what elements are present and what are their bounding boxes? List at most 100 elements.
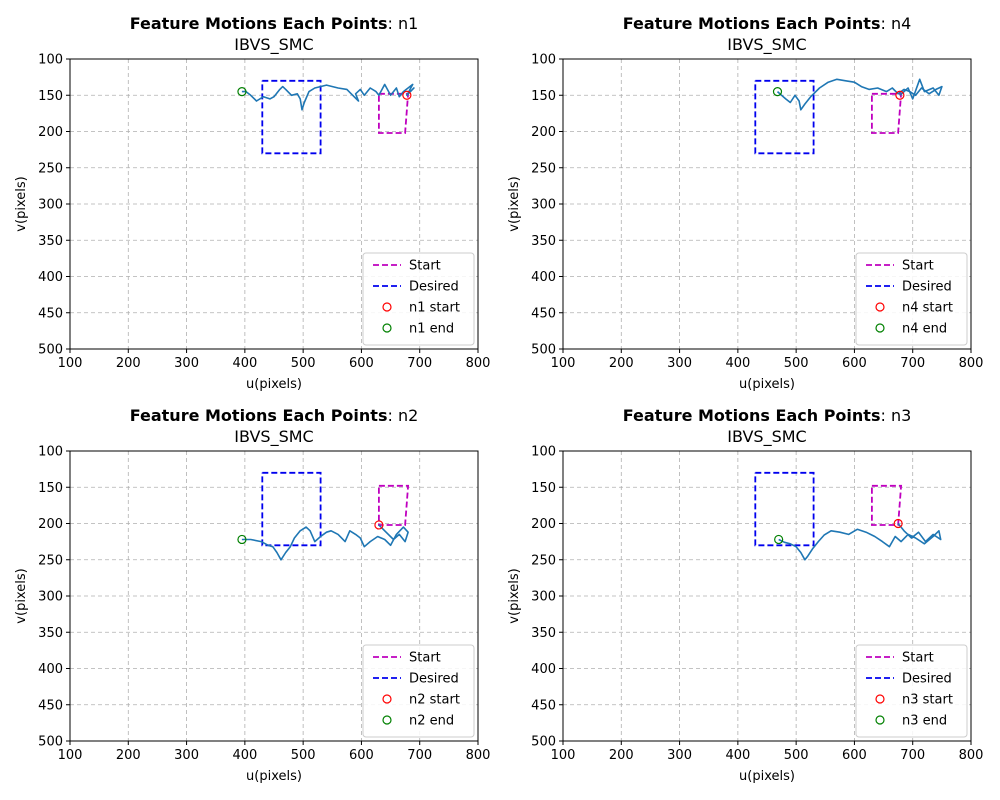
x-tick-label: 500 [291, 356, 316, 371]
y-tick-label: 250 [38, 553, 63, 568]
start-marker [895, 90, 905, 100]
y-tick-label: 150 [38, 481, 63, 496]
chart-title-bold: Feature Motions Each Points [623, 406, 881, 425]
desired-box [754, 471, 815, 547]
start-box [377, 92, 410, 134]
feature-trajectory [778, 522, 942, 561]
y-tick-label: 400 [38, 662, 63, 677]
legend: Start Desired n1 start n1 end [362, 252, 475, 346]
legend-label: n1 start [409, 301, 460, 316]
legend-label: Start [409, 259, 441, 274]
y-tick-label: 450 [38, 698, 63, 713]
chart-title: Feature Motions Each Points: n2 [130, 406, 419, 425]
legend-label: n1 end [409, 322, 454, 337]
legend-start-marker [875, 302, 885, 312]
desired-box [754, 79, 815, 155]
chart-title-bold: Feature Motions Each Points [130, 14, 388, 33]
y-tick-label: 250 [531, 553, 556, 568]
y-axis-label: v(pixels) [14, 568, 29, 623]
x-tick-label: 300 [667, 356, 692, 371]
legend-box [362, 252, 475, 346]
y-tick-label: 100 [38, 53, 63, 68]
y-tick-label: 150 [38, 89, 63, 104]
y-tick-label: 300 [531, 590, 556, 605]
chart-title-suffix: : n3 [880, 406, 911, 425]
x-tick-label: 200 [609, 356, 634, 371]
legend-label: Start [902, 651, 934, 666]
y-tick-label: 300 [38, 590, 63, 605]
feature-trajectory [776, 78, 943, 111]
legend: Start Desired n4 start n4 end [855, 252, 968, 346]
y-tick-label: 500 [531, 343, 556, 358]
subplot-n2: Feature Motions Each Points: n2 IBVS_SMC 1… [14, 406, 490, 784]
x-tick-label: 800 [959, 356, 984, 371]
x-tick-label: 700 [900, 748, 925, 763]
legend: Start Desired n3 start n3 end [855, 644, 968, 738]
x-tick-label: 700 [900, 356, 925, 371]
legend-label: Desired [902, 672, 952, 687]
legend-label: Desired [902, 280, 952, 295]
x-tick-label: 200 [609, 748, 634, 763]
y-tick-label: 500 [38, 343, 63, 358]
x-tick-label: 400 [232, 356, 257, 371]
y-tick-label: 400 [531, 270, 556, 285]
chart-subtitle: IBVS_SMC [234, 427, 313, 447]
desired-box [261, 79, 322, 155]
end-marker [772, 87, 783, 97]
legend-start-marker [382, 694, 392, 704]
y-tick-label: 200 [531, 125, 556, 140]
x-tick-label: 300 [667, 748, 692, 763]
legend-label: n3 start [902, 693, 953, 708]
x-tick-label: 800 [959, 748, 984, 763]
start-marker [402, 90, 412, 100]
y-axis-label: v(pixels) [507, 176, 522, 231]
x-tick-label: 600 [842, 356, 867, 371]
feature-trajectory [241, 524, 409, 561]
y-tick-label: 350 [531, 626, 556, 641]
end-marker [774, 534, 784, 545]
legend-end-marker [875, 323, 885, 333]
x-tick-label: 300 [174, 748, 199, 763]
x-axis-label: u(pixels) [246, 377, 302, 392]
y-tick-label: 400 [38, 270, 63, 285]
y-tick-label: 300 [38, 198, 63, 213]
start-box [870, 92, 903, 134]
x-axis-label: u(pixels) [246, 769, 302, 784]
chart-subtitle: IBVS_SMC [727, 35, 806, 55]
x-tick-label: 100 [551, 748, 576, 763]
legend-label: n4 start [902, 301, 953, 316]
legend-box [855, 644, 968, 738]
x-tick-label: 500 [291, 748, 316, 763]
legend-label: Desired [409, 672, 459, 687]
x-tick-label: 500 [784, 748, 809, 763]
x-axis-label: u(pixels) [739, 769, 795, 784]
x-tick-label: 600 [349, 748, 374, 763]
y-tick-label: 500 [38, 735, 63, 750]
x-tick-label: 400 [725, 748, 750, 763]
x-tick-label: 300 [174, 356, 199, 371]
x-tick-label: 400 [725, 356, 750, 371]
y-tick-label: 200 [38, 517, 63, 532]
x-tick-label: 800 [466, 356, 491, 371]
y-tick-label: 300 [531, 198, 556, 213]
x-tick-label: 700 [407, 356, 432, 371]
y-tick-label: 450 [38, 306, 63, 321]
chart-title-suffix: : n1 [387, 14, 418, 33]
legend-end-marker [875, 715, 885, 725]
legend-label: n2 start [409, 693, 460, 708]
y-tick-label: 100 [531, 445, 556, 460]
chart-title: Feature Motions Each Points: n4 [623, 14, 912, 33]
chart-title-bold: Feature Motions Each Points [130, 406, 388, 425]
legend-end-marker [382, 715, 392, 725]
legend-end-marker [382, 323, 392, 333]
x-tick-label: 100 [58, 356, 83, 371]
y-tick-label: 100 [531, 53, 556, 68]
legend-label: Start [902, 259, 934, 274]
y-tick-label: 150 [531, 481, 556, 496]
start-marker [374, 520, 384, 530]
legend-label: n3 end [902, 714, 947, 729]
x-axis-label: u(pixels) [739, 377, 795, 392]
x-tick-label: 600 [349, 356, 374, 371]
y-tick-label: 250 [531, 161, 556, 176]
